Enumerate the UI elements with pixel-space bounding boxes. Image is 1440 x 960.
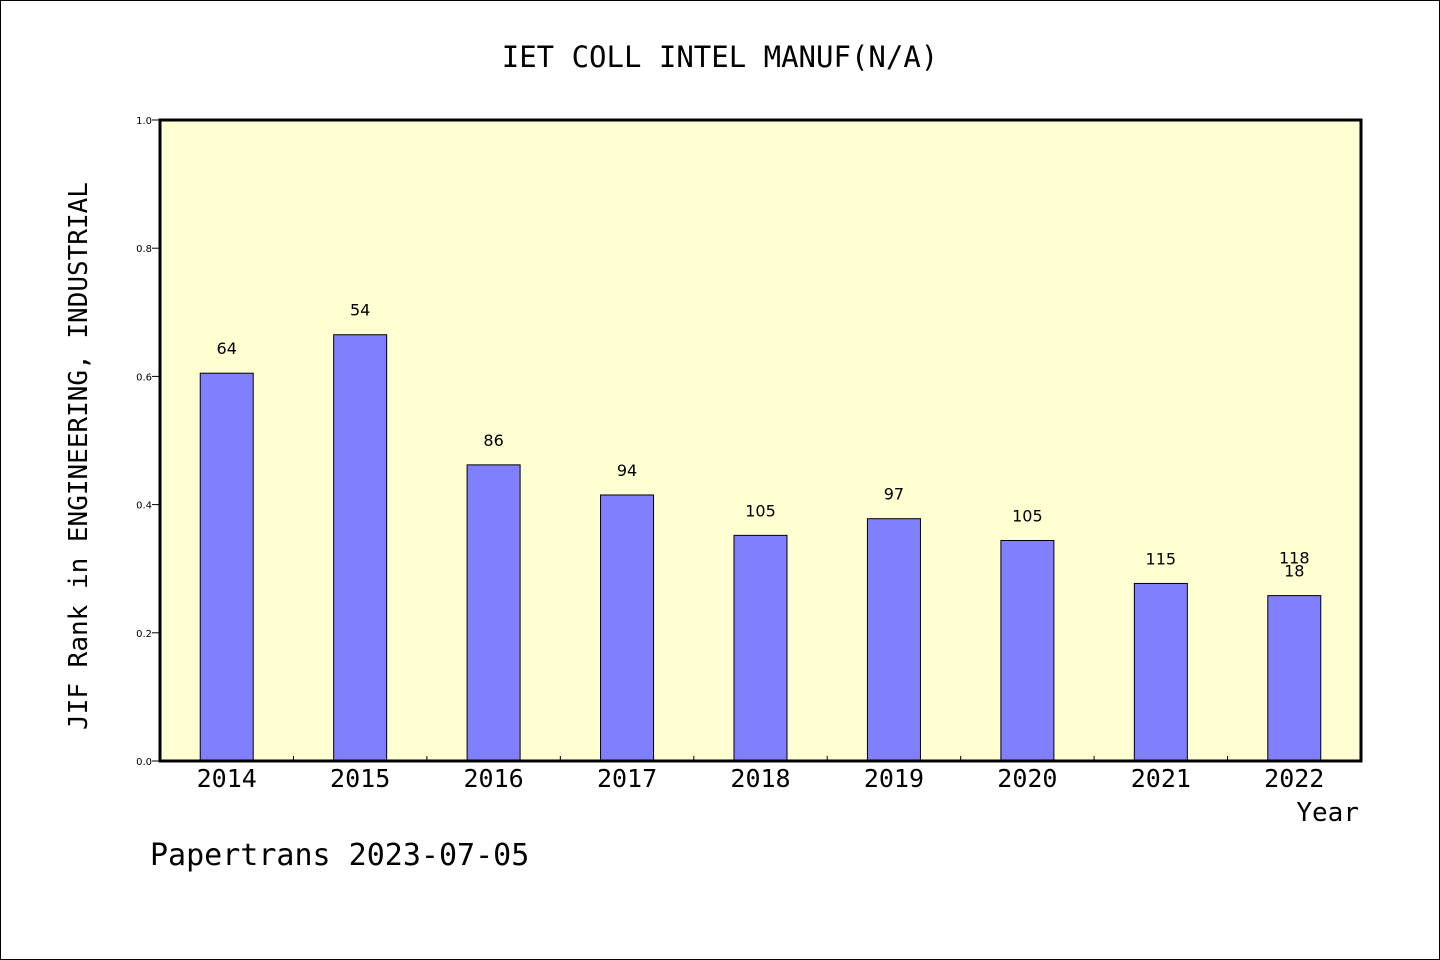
x-tick-label-2016: 2016 xyxy=(464,764,524,793)
bar-2022 xyxy=(1267,595,1322,762)
data-label-2014: 64 xyxy=(217,339,237,358)
bar-2018 xyxy=(733,534,788,762)
data-label-2016: 86 xyxy=(483,431,503,450)
data-label-2018: 105 xyxy=(745,501,776,520)
y-tick-label: 0.0 xyxy=(136,757,152,768)
data-label-2015: 54 xyxy=(350,301,370,320)
x-tick-label-2015: 2015 xyxy=(330,764,390,793)
bars xyxy=(199,334,1322,762)
data-label-2017: 94 xyxy=(617,461,637,480)
bar-2019 xyxy=(866,518,921,762)
y-tick-label: 0.6 xyxy=(136,372,152,383)
bar-2016 xyxy=(466,464,521,762)
data-label-2021: 115 xyxy=(1146,549,1177,568)
x-tick-label-2022: 2022 xyxy=(1264,764,1324,793)
y-axis-ticks: 0.0 0.2 0.4 0.6 0.8 1.0 xyxy=(136,116,160,768)
bar-2017 xyxy=(600,494,655,762)
bar-2020 xyxy=(1000,539,1055,762)
x-axis-ticks: 2014 2015 2016 2017 2018 2019 2020 2021 2022 xyxy=(197,756,1324,793)
x-axis-label: Year xyxy=(1296,798,1359,828)
y-axis-label: JIF Rank in ENGINEERING, INDUSTRIAL xyxy=(64,182,94,730)
data-label-2019: 97 xyxy=(884,485,904,504)
bar-2021 xyxy=(1133,582,1188,762)
x-tick-label-2018: 2018 xyxy=(730,764,790,793)
chart-title: IET COLL INTEL MANUF(N/A) xyxy=(502,40,939,74)
bar-2014 xyxy=(199,372,254,762)
footer-caption: Papertrans 2023-07-05 xyxy=(150,838,529,873)
y-tick-label: 0.2 xyxy=(136,629,152,640)
y-tick-label: 0.8 xyxy=(136,244,152,255)
x-tick-label-2020: 2020 xyxy=(997,764,1057,793)
x-tick-label-2019: 2019 xyxy=(864,764,924,793)
x-tick-label-2017: 2017 xyxy=(597,764,657,793)
bar-2015 xyxy=(333,334,388,762)
y-tick-label: 1.0 xyxy=(136,116,152,127)
y-tick-label: 0.4 xyxy=(136,501,152,512)
plot-frame xyxy=(158,118,1363,763)
data-label-2022: 18 xyxy=(1284,562,1304,581)
x-tick-label-2021: 2021 xyxy=(1131,764,1191,793)
extra-label-2022: 118 xyxy=(1279,549,1310,568)
x-tick-label-2014: 2014 xyxy=(197,764,257,793)
data-label-2020: 105 xyxy=(1012,506,1043,525)
